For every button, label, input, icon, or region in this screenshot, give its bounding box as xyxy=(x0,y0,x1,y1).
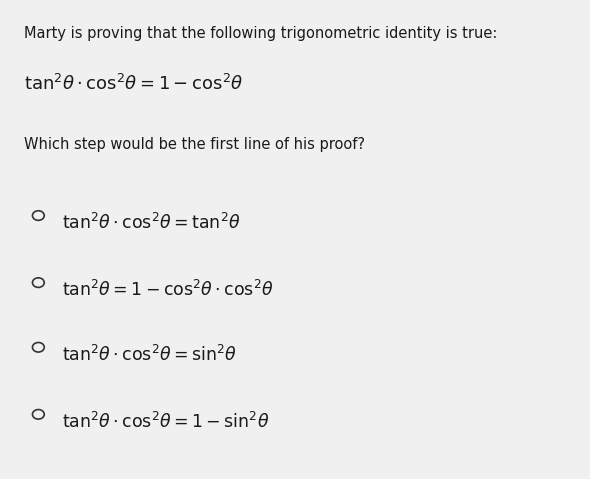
Text: $\tan^2\!\theta = 1 - \cos^2\!\theta \cdot \cos^2\!\theta$: $\tan^2\!\theta = 1 - \cos^2\!\theta \cd… xyxy=(62,280,274,300)
Text: $\tan^2\!\theta \cdot \cos^2\!\theta = 1 - \sin^2\!\theta$: $\tan^2\!\theta \cdot \cos^2\!\theta = 1… xyxy=(62,412,270,432)
Text: Marty is proving that the following trigonometric identity is true:: Marty is proving that the following trig… xyxy=(24,26,497,41)
Text: Which step would be the first line of his proof?: Which step would be the first line of hi… xyxy=(24,137,365,151)
Text: $\tan^2\!\theta \cdot \cos^2\!\theta = \sin^2\!\theta$: $\tan^2\!\theta \cdot \cos^2\!\theta = \… xyxy=(62,345,237,365)
Text: $\tan^2\!\theta \cdot \cos^2\!\theta = \tan^2\!\theta$: $\tan^2\!\theta \cdot \cos^2\!\theta = \… xyxy=(62,213,241,233)
Text: $\tan^2\!\theta \cdot \cos^2\!\theta = 1 - \cos^2\!\theta$: $\tan^2\!\theta \cdot \cos^2\!\theta = 1… xyxy=(24,74,243,94)
